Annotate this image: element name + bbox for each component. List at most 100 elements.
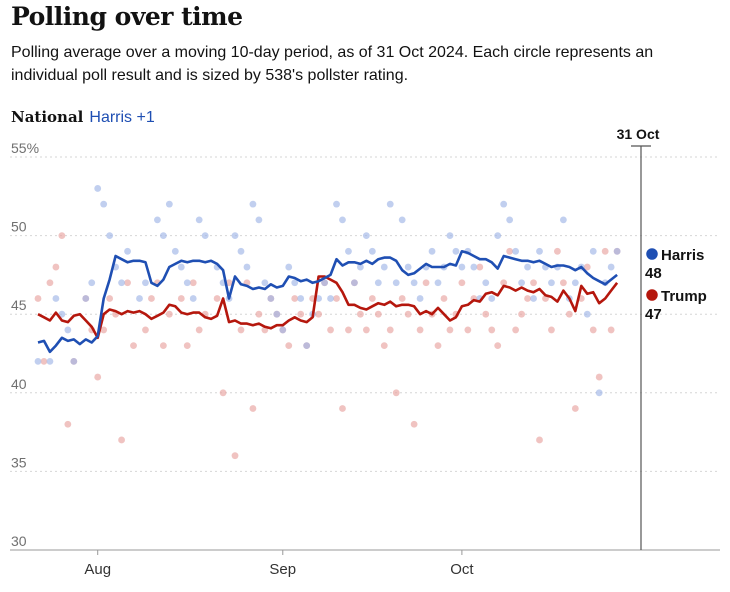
trump-poll-dot: [589, 326, 597, 334]
trump-poll-dot: [494, 342, 502, 350]
harris-poll-dot: [273, 310, 281, 318]
trump-poll-dot: [285, 342, 293, 350]
trump-poll-dot: [607, 326, 615, 334]
harris-poll-dot: [362, 232, 370, 240]
harris-poll-dot: [458, 263, 466, 271]
trump-poll-dot: [362, 326, 370, 334]
harris-poll-dot: [404, 263, 412, 271]
harris-poll-dot: [512, 247, 520, 255]
harris-value: 48: [645, 265, 662, 282]
panel-header: National Harris +1: [11, 108, 155, 127]
average-lines: [37, 250, 619, 354]
trump-poll-dot: [148, 295, 155, 302]
harris-poll-dot: [285, 263, 293, 271]
trump-polls: [34, 232, 621, 460]
harris-poll-dot: [530, 295, 537, 302]
y-tick-label: 35: [11, 454, 27, 470]
harris-poll-dot: [46, 357, 54, 365]
harris-poll-dot: [171, 247, 179, 255]
harris-poll-dot: [571, 279, 579, 287]
harris-poll-dot: [267, 295, 275, 302]
panel-lead: Harris +1: [89, 109, 155, 126]
trump-poll-dot: [356, 310, 364, 318]
y-tick-label: 45: [11, 297, 27, 313]
harris-end-dot: [644, 246, 660, 262]
harris-poll-dot: [392, 279, 400, 287]
trump-poll-dot: [58, 232, 66, 240]
trump-value: 47: [645, 306, 662, 323]
harris-poll-dot: [446, 232, 454, 240]
harris-poll-dot: [380, 263, 388, 271]
trump-poll-dot: [440, 295, 448, 302]
harris-poll-dot: [189, 295, 197, 302]
y-tick-label: 55%: [11, 140, 39, 156]
harris-poll-dot: [583, 310, 591, 318]
trump-poll-dot: [464, 326, 472, 334]
trump-poll-dot: [488, 326, 496, 334]
trump-poll-dot: [52, 263, 60, 271]
trump-poll-dot: [333, 295, 340, 302]
trump-poll-dot: [583, 263, 591, 271]
harris-poll-dot: [34, 357, 42, 365]
trump-poll-dot: [559, 279, 567, 287]
trump-poll-dot: [142, 326, 149, 334]
trump-poll-dot: [297, 310, 305, 318]
trump-end-dot: [644, 287, 660, 303]
harris-label: Harris: [661, 247, 704, 264]
trump-poll-dot: [219, 389, 227, 397]
harris-poll-dot: [177, 263, 185, 271]
trump-average-line: [37, 275, 619, 340]
harris-poll-dot: [595, 389, 603, 397]
harris-poll-dot: [124, 247, 131, 255]
trump-poll-dot: [291, 295, 299, 302]
harris-poll-dot: [64, 326, 72, 334]
trump-poll-dot: [183, 342, 191, 350]
harris-poll-dot: [142, 279, 149, 287]
harris-poll-dot: [386, 200, 394, 208]
harris-poll-dot: [506, 216, 514, 224]
harris-poll-dot: [237, 247, 245, 255]
trump-poll-dot: [458, 279, 466, 287]
harris-poll-dot: [374, 279, 382, 287]
trump-poll-dot: [446, 326, 454, 334]
harris-poll-dot: [416, 295, 424, 302]
harris-poll-dot: [518, 279, 525, 287]
harris-poll-dot: [482, 279, 490, 287]
x-tick-label: Oct: [450, 561, 474, 578]
trump-poll-dot: [500, 279, 508, 287]
trump-poll-dot: [416, 326, 424, 334]
trump-poll-dot: [255, 310, 263, 318]
panel-name: National: [11, 108, 84, 126]
x-tick-label: Sep: [269, 561, 296, 578]
harris-poll-dot: [261, 279, 269, 287]
harris-poll-dot: [136, 295, 143, 302]
harris-poll-dot: [297, 295, 305, 302]
trump-poll-dot: [434, 342, 442, 350]
harris-poll-dot: [82, 295, 90, 302]
trump-poll-dot: [571, 405, 579, 412]
harris-poll-dot: [165, 200, 173, 208]
harris-poll-dot: [452, 247, 460, 255]
trump-poll-dot: [374, 310, 382, 318]
date-marker: 31 Oct: [617, 126, 660, 550]
trump-poll-dot: [189, 279, 197, 287]
trump-poll-dot: [237, 326, 245, 334]
trump-poll-dot: [482, 310, 490, 318]
trump-poll-dot: [404, 310, 412, 318]
harris-poll-dot: [231, 232, 239, 240]
trump-poll-dot: [530, 279, 537, 287]
trump-poll-dot: [339, 405, 346, 412]
harris-poll-dot: [434, 279, 442, 287]
trump-poll-dot: [64, 420, 72, 428]
trump-poll-dot: [506, 247, 514, 255]
harris-poll-dot: [154, 216, 161, 224]
harris-poll-dot: [500, 200, 508, 208]
harris-poll-dot: [321, 279, 328, 287]
harris-poll-dot: [88, 279, 96, 287]
y-grid: [10, 156, 720, 551]
trump-poll-dot: [159, 342, 167, 350]
harris-poll-dot: [613, 247, 621, 255]
trump-poll-dot: [124, 279, 131, 287]
trump-poll-dot: [410, 420, 418, 428]
trump-label: Trump: [661, 288, 707, 305]
